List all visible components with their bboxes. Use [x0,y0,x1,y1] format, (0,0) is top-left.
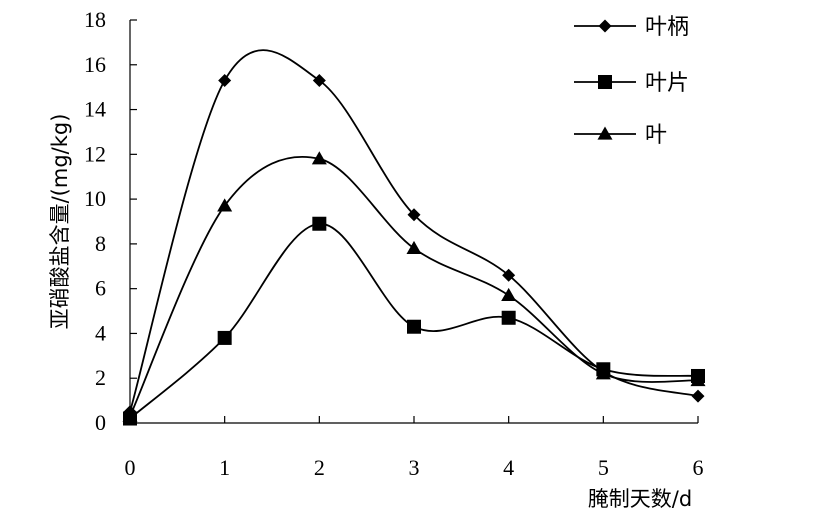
legend-label: 叶 [645,122,667,147]
y-tick-label: 4 [95,320,106,345]
x-tick-label: 0 [125,455,136,480]
data-point-square [407,319,421,334]
y-tick-label: 16 [84,52,106,77]
data-point-diamond [218,73,232,87]
series-triangle [122,151,706,422]
data-point-triangle [690,372,706,387]
legend-label: 叶柄 [645,14,689,39]
y-tick-label: 6 [95,276,106,301]
series-layer [122,49,706,426]
data-point-square [501,310,516,325]
x-ticks: 0 1 2 3 4 5 6 [125,416,704,480]
y-tick-label: 10 [84,186,106,211]
x-tick-label: 4 [503,455,514,480]
data-point-diamond [407,208,421,222]
legend-marker-square [598,75,612,89]
data-point-triangle [217,198,233,212]
y-tick-label: 2 [95,365,106,390]
legend-marker-diamond [598,19,612,33]
data-point-square [312,216,327,231]
data-point-triangle [501,287,517,302]
legend-label: 叶片 [645,70,689,95]
x-tick-label: 3 [409,455,420,480]
data-point-square [217,330,232,345]
series-diamond [123,49,705,419]
legend-item: 叶 [574,122,667,147]
data-point-diamond [502,268,516,282]
y-tick-label: 12 [84,141,106,166]
y-tick-label: 18 [84,7,106,32]
x-axis-label: 腌制天数/d [588,487,692,511]
x-tick-label: 6 [693,455,704,480]
y-axis-label: 亚硝酸盐含量/(mg/kg) [48,114,72,330]
y-tick-label: 14 [84,97,106,122]
legend-marker-triangle [597,126,613,140]
y-tick-label: 8 [95,231,106,256]
legend-item: 叶柄 [574,14,689,39]
data-point-triangle [311,151,327,165]
data-point-triangle [595,366,611,380]
data-point-triangle [406,240,422,254]
legend-item: 叶片 [574,70,689,95]
data-point-triangle [122,408,138,422]
y-ticks: 0 2 4 6 8 10 12 14 16 18 [84,7,137,435]
data-point-diamond [312,73,326,87]
x-tick-label: 5 [598,455,609,480]
series-line [129,49,699,413]
data-point-diamond [691,389,705,403]
series-line [129,155,699,417]
y-tick-label: 0 [95,410,106,435]
x-tick-label: 1 [219,455,230,480]
x-tick-label: 2 [314,455,325,480]
